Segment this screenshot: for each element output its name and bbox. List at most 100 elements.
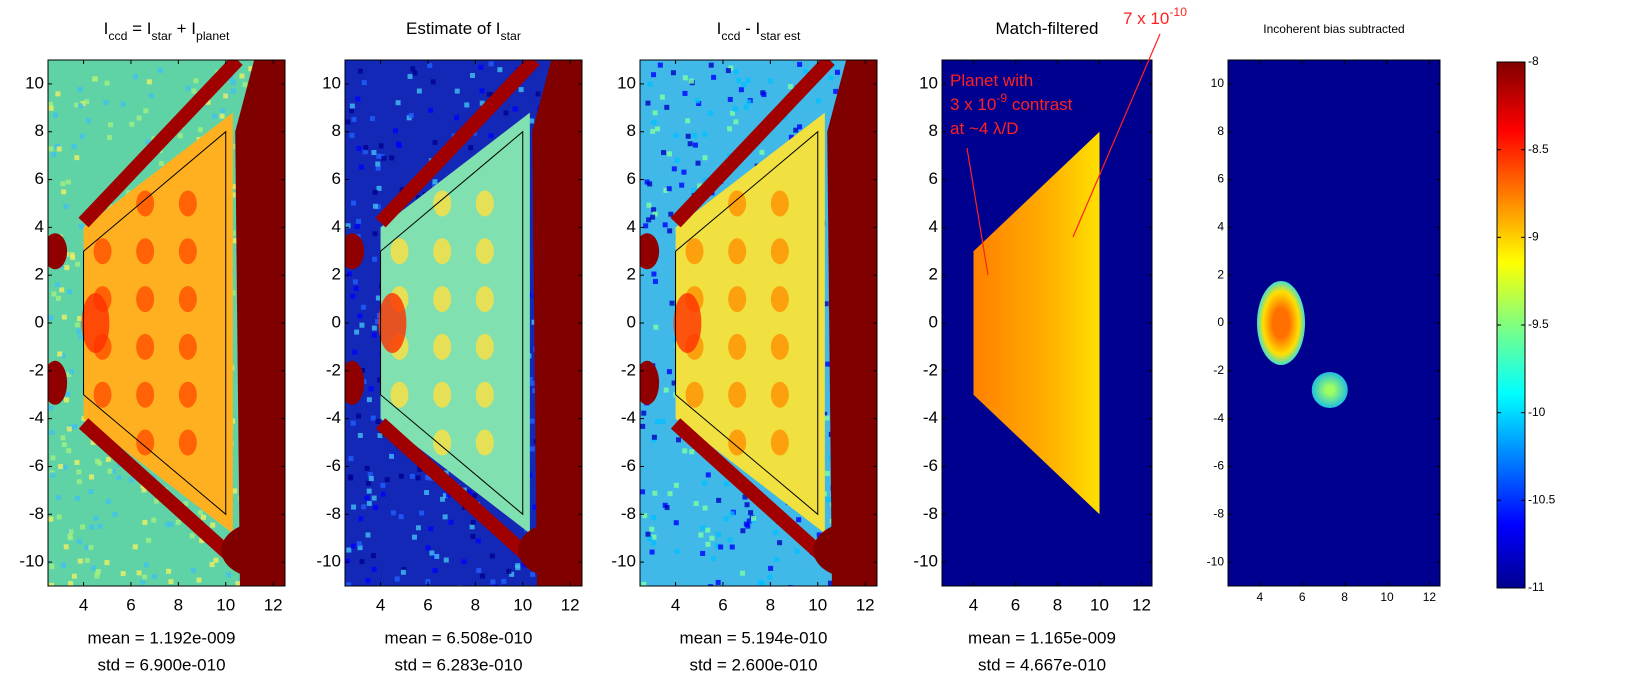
texture: [368, 476, 374, 482]
panel: 4 6 8 10 12 -10 -8 -6 -4 -2 0 2 4 6 8 10 Match-filtered m…: [913, 5, 1187, 674]
texture: [689, 449, 695, 455]
texture: [230, 290, 236, 296]
texture: [120, 571, 126, 577]
texture: [372, 203, 378, 209]
region: [973, 131, 1100, 515]
blob: [518, 522, 582, 579]
texture: [358, 516, 364, 522]
texture: [693, 501, 699, 507]
text-part: at ~4 λ/D: [950, 119, 1019, 138]
y-tick-label: 6: [627, 169, 636, 188]
texture: [643, 223, 649, 229]
texture: [415, 195, 421, 201]
texture: [788, 134, 794, 140]
texture: [745, 77, 751, 83]
texture: [698, 532, 704, 538]
texture: [136, 115, 142, 121]
texture: [707, 110, 713, 116]
texture: [748, 510, 754, 516]
texture: [84, 545, 90, 551]
texture: [106, 203, 112, 209]
texture: [657, 62, 663, 68]
blob: [178, 429, 197, 456]
texture: [429, 550, 435, 556]
texture: [355, 96, 361, 102]
texture: [581, 273, 582, 279]
texture: [663, 187, 669, 193]
texture: [509, 571, 515, 577]
blob: [770, 238, 789, 265]
texture: [61, 189, 67, 195]
texture: [723, 516, 729, 522]
y-tick-label: 2: [929, 265, 938, 284]
texture: [365, 578, 371, 584]
texture: [74, 155, 80, 161]
texture: [75, 261, 81, 267]
texture: [151, 517, 157, 523]
texture: [651, 119, 657, 125]
texture: [88, 474, 94, 480]
texture: [797, 124, 803, 130]
texture: [479, 100, 485, 106]
texture: [740, 570, 746, 576]
texture: [744, 502, 750, 508]
texture: [685, 133, 691, 139]
y-tick-label: -4: [326, 408, 341, 427]
x-tick-label: 6: [1011, 595, 1020, 614]
x-tick-label: 8: [766, 595, 775, 614]
texture: [697, 183, 703, 189]
texture: [239, 73, 245, 79]
heatmap: [640, 60, 877, 586]
texture: [112, 511, 118, 517]
texture: [228, 75, 234, 81]
blob: [48, 233, 68, 270]
blob: [475, 333, 494, 360]
texture: [655, 419, 661, 425]
x-tick-label: 4: [969, 595, 978, 614]
texture: [52, 112, 58, 118]
y-tick-label: -8: [326, 504, 341, 523]
y-tick-label: 2: [35, 265, 44, 284]
texture: [365, 480, 371, 486]
texture: [55, 91, 61, 97]
x-tick-label: 6: [1299, 590, 1306, 604]
texture: [692, 142, 698, 148]
y-tick-label: -10: [19, 552, 44, 571]
texture: [794, 548, 800, 554]
texture: [651, 434, 657, 440]
texture: [97, 523, 103, 529]
texture: [55, 495, 61, 501]
y-tick-label: 4: [929, 217, 938, 236]
texture: [69, 252, 75, 258]
x-tick-label: 12: [561, 595, 580, 614]
texture: [395, 100, 401, 106]
texture: [434, 553, 440, 559]
texture: [141, 487, 147, 493]
texture: [146, 79, 152, 85]
texture: [59, 287, 65, 293]
y-tick-label: 8: [929, 121, 938, 140]
texture: [733, 69, 739, 75]
texture: [375, 165, 381, 171]
texture: [384, 477, 390, 483]
y-tick-label: 10: [617, 73, 636, 92]
texture: [65, 391, 71, 397]
texture: [191, 88, 197, 94]
texture: [486, 91, 492, 97]
texture: [415, 525, 421, 531]
texture: [671, 380, 677, 386]
texture: [716, 497, 722, 503]
texture: [705, 472, 711, 478]
texture: [695, 160, 701, 166]
texture: [56, 514, 62, 520]
x-tick-label: 8: [1053, 595, 1062, 614]
texture: [357, 545, 363, 551]
texture: [470, 519, 476, 525]
y-tick-label: 6: [1217, 172, 1224, 186]
texture: [700, 550, 706, 556]
texture: [472, 493, 478, 499]
texture: [667, 151, 673, 157]
texture: [416, 88, 422, 94]
band: [78, 418, 243, 568]
texture: [796, 517, 802, 523]
